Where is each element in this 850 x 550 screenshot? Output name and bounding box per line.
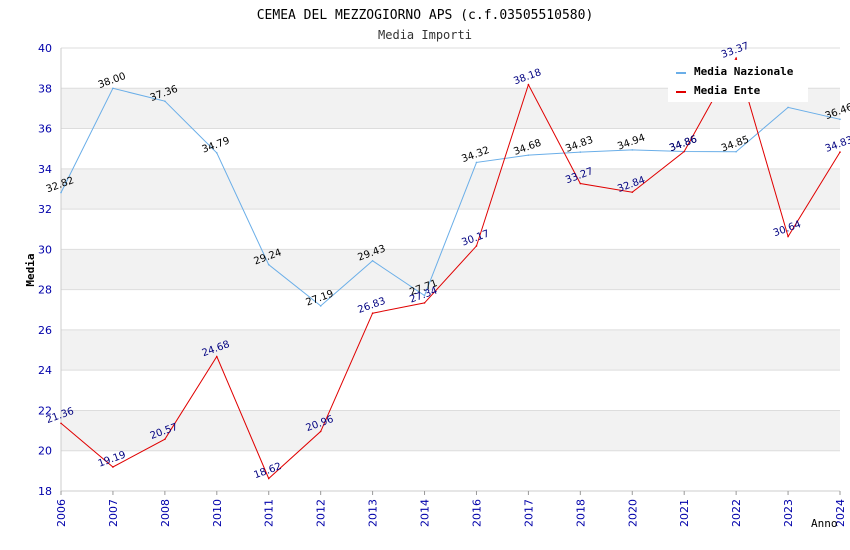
x-tick-label: 2014 [419,499,432,527]
x-tick-label: 2024 [834,499,847,527]
data-point [527,154,530,156]
y-tick-label: 30 [38,243,52,256]
data-point [216,355,218,358]
x-tick-label: 2007 [107,499,120,527]
data-point [164,100,166,102]
y-tick-label: 38 [38,82,52,95]
data-point [112,87,114,90]
x-tick-label: 2010 [211,499,224,527]
series-line-media-nazionale [60,87,841,307]
data-point [423,294,426,297]
data-point [735,57,737,59]
y-axis-label: Media [24,253,37,286]
data-point [475,245,478,247]
data-point [319,305,322,307]
y-tick-label: 18 [38,485,52,498]
y-tick-label: 26 [38,324,52,337]
x-tick-label: 2012 [315,499,328,527]
data-point [579,182,582,185]
data-point [631,149,634,151]
plot-band [61,410,840,451]
chart-subtitle: Media Importi [378,28,472,42]
y-tick-label: 22 [38,404,52,417]
data-point [787,106,789,109]
series-lines [60,56,841,480]
y-tick-label: 34 [38,163,52,176]
y-tick-labels: 18 20 22 24 26 28 30 32 34 36 38 40 [38,42,52,498]
data-point [371,260,374,262]
y-tick-label: 28 [38,284,52,297]
y-tick-label: 36 [38,123,52,136]
x-tick-label: 2006 [55,499,68,527]
plot-band [61,249,840,290]
x-tick-label: 2022 [730,499,743,527]
plot-band [61,168,840,210]
plot-background-bands [61,88,840,451]
data-point [60,422,62,425]
y-tick-label: 40 [38,42,52,55]
legend: Media Nazionale Media Ente [668,60,808,102]
data-point [735,150,737,153]
plot-band [61,329,840,371]
data-point [683,150,685,153]
data-point [839,151,841,153]
chart-title: CEMEA DEL MEZZOGIORNO APS (c.f.035055105… [257,8,594,23]
legend-label-media-nazionale: Media Nazionale [694,65,794,78]
data-point [423,302,426,304]
x-tick-label: 2011 [263,499,276,527]
data-point [371,312,374,314]
data-point [631,191,634,193]
data-point [60,191,62,194]
y-tick-label: 20 [38,445,52,458]
data-point [216,152,218,154]
data-point [475,161,478,164]
x-tick-label: 2016 [470,499,483,527]
legend-label-media-ente: Media Ente [694,84,761,97]
y-tick-label: 32 [38,203,52,216]
x-tick-label: 2017 [522,499,535,527]
data-point [579,151,582,153]
x-tick-label: 2013 [367,499,380,527]
series-line-media-ente [60,56,841,480]
x-tick-label: 2021 [678,499,691,527]
x-tick-label: 2008 [159,499,172,527]
data-point [164,438,166,441]
data-point [787,235,789,238]
data-point [839,118,841,121]
x-tick-label: 2023 [782,499,795,527]
data-point [112,466,114,468]
data-point [319,430,322,433]
data-point [267,263,270,266]
y-tick-label: 24 [38,364,52,377]
x-axis-label: Anno [811,517,838,530]
data-point [527,83,530,86]
legend-box [668,60,808,102]
x-tick-label: 2018 [574,499,587,527]
data-point [267,477,270,480]
x-tick-labels: 2006 2007 2008 2010 2011 2012 2013 2014 2016 2017… [55,491,847,527]
x-tick-label: 2020 [626,499,639,527]
